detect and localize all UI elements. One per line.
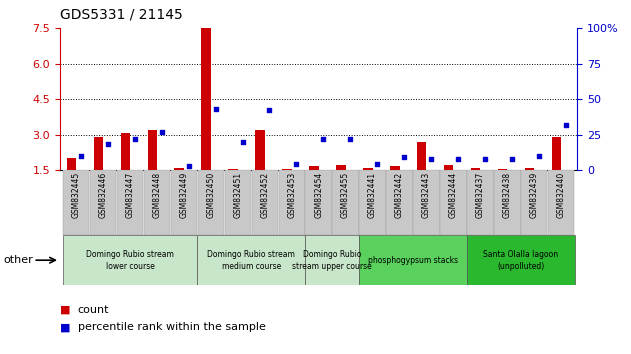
Text: GSM832442: GSM832442 xyxy=(395,172,404,218)
Bar xyxy=(117,170,143,235)
Text: count: count xyxy=(78,305,109,315)
Point xyxy=(318,136,328,142)
Bar xyxy=(198,235,305,285)
Text: Domingo Rubio stream
lower course: Domingo Rubio stream lower course xyxy=(86,250,174,270)
Text: GSM832453: GSM832453 xyxy=(287,172,296,218)
Text: GSM832449: GSM832449 xyxy=(179,172,189,218)
Bar xyxy=(471,167,480,170)
Bar xyxy=(63,170,90,235)
Bar xyxy=(228,169,238,170)
Point xyxy=(156,129,167,135)
Text: ■: ■ xyxy=(60,305,71,315)
Point xyxy=(372,161,382,167)
Bar xyxy=(309,166,319,170)
Text: GSM832450: GSM832450 xyxy=(206,172,215,218)
Bar xyxy=(305,170,332,235)
Text: Domingo Rubio stream
medium course: Domingo Rubio stream medium course xyxy=(208,250,295,270)
Bar xyxy=(93,137,103,170)
Text: GSM832451: GSM832451 xyxy=(233,172,242,218)
Bar xyxy=(548,170,574,235)
Bar xyxy=(252,170,278,235)
Text: GSM832447: GSM832447 xyxy=(126,172,134,218)
Text: GSM832446: GSM832446 xyxy=(98,172,107,218)
Text: phosphogypsum stacks: phosphogypsum stacks xyxy=(368,256,458,265)
Bar xyxy=(201,28,211,170)
Text: GSM832454: GSM832454 xyxy=(314,172,323,218)
Point xyxy=(426,156,436,161)
Bar xyxy=(121,133,130,170)
Bar xyxy=(525,167,534,170)
Bar xyxy=(148,130,157,170)
Bar xyxy=(336,165,346,170)
Point xyxy=(399,154,410,160)
Bar xyxy=(444,165,454,170)
Text: GSM832438: GSM832438 xyxy=(503,172,512,218)
Bar xyxy=(467,170,493,235)
Text: GSM832440: GSM832440 xyxy=(557,172,566,218)
Bar xyxy=(333,170,359,235)
Bar xyxy=(498,169,507,170)
Point xyxy=(561,122,571,127)
Bar xyxy=(386,170,413,235)
Text: other: other xyxy=(3,255,33,265)
Point xyxy=(184,163,194,169)
Point xyxy=(103,142,113,147)
Point xyxy=(507,156,517,161)
Bar xyxy=(90,170,116,235)
Bar xyxy=(390,166,399,170)
Bar xyxy=(359,235,467,285)
Bar xyxy=(282,169,292,170)
Bar xyxy=(256,130,265,170)
Bar xyxy=(62,235,198,285)
Text: percentile rank within the sample: percentile rank within the sample xyxy=(78,322,266,332)
Bar xyxy=(413,170,440,235)
Bar xyxy=(144,170,170,235)
Bar xyxy=(417,142,427,170)
Bar xyxy=(494,170,521,235)
Point xyxy=(130,136,140,142)
Bar xyxy=(198,170,224,235)
Point xyxy=(237,139,247,144)
Text: GSM832444: GSM832444 xyxy=(449,172,458,218)
Point xyxy=(345,136,355,142)
Bar xyxy=(171,170,197,235)
Bar xyxy=(467,235,575,285)
Text: GSM832452: GSM832452 xyxy=(260,172,269,218)
Text: ■: ■ xyxy=(60,322,71,332)
Text: GSM832441: GSM832441 xyxy=(368,172,377,218)
Bar xyxy=(551,137,561,170)
Text: GSM832448: GSM832448 xyxy=(153,172,162,218)
Text: GSM832445: GSM832445 xyxy=(71,172,81,218)
Bar xyxy=(278,170,305,235)
Point xyxy=(264,108,274,113)
Text: GSM832439: GSM832439 xyxy=(530,172,539,218)
Text: GSM832443: GSM832443 xyxy=(422,172,431,218)
Point xyxy=(453,156,463,161)
Text: GSM832437: GSM832437 xyxy=(476,172,485,218)
Bar xyxy=(363,167,372,170)
Bar xyxy=(521,170,548,235)
Bar xyxy=(305,235,359,285)
Text: GSM832455: GSM832455 xyxy=(341,172,350,218)
Point xyxy=(76,153,86,159)
Point xyxy=(480,156,490,161)
Bar xyxy=(225,170,251,235)
Text: GDS5331 / 21145: GDS5331 / 21145 xyxy=(60,7,183,21)
Text: Santa Olalla lagoon
(unpolluted): Santa Olalla lagoon (unpolluted) xyxy=(483,250,558,270)
Point xyxy=(292,161,302,167)
Point xyxy=(211,106,221,112)
Bar xyxy=(440,170,466,235)
Bar xyxy=(175,167,184,170)
Bar xyxy=(359,170,386,235)
Text: Domingo Rubio
stream upper course: Domingo Rubio stream upper course xyxy=(292,250,372,270)
Point xyxy=(534,153,544,159)
Bar xyxy=(67,158,76,170)
